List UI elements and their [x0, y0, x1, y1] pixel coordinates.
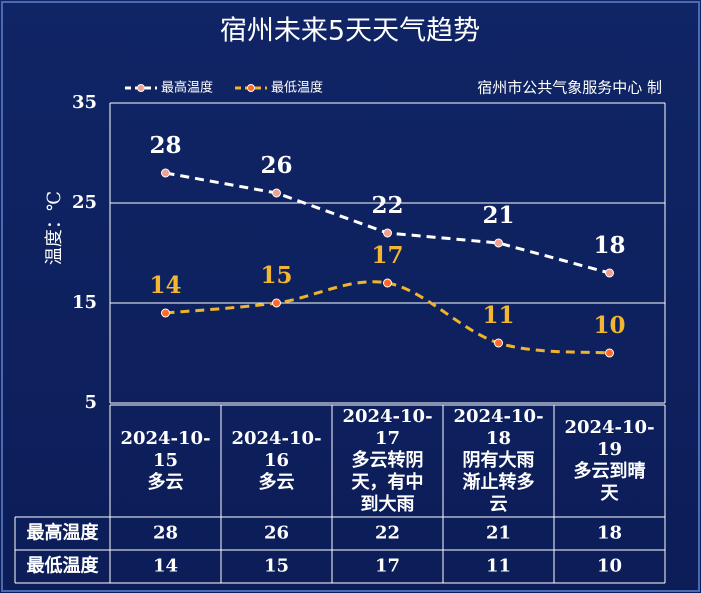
data-label: 28 — [149, 132, 181, 159]
weather: 阴有大雨渐止转多云 — [462, 450, 535, 515]
series-line — [165, 280, 610, 355]
category-cell: 2024-10-18 阴有大雨渐止转多云 — [443, 405, 554, 517]
row-label: 最高温度 — [27, 522, 100, 544]
table-value: 15 — [264, 556, 289, 577]
data-label: 22 — [371, 192, 403, 219]
row-label: 最低温度 — [27, 555, 100, 577]
category-cell: 2024-10-15 多云 — [110, 405, 221, 517]
point — [383, 278, 392, 288]
table-value: 18 — [597, 523, 622, 544]
point — [161, 168, 170, 178]
date: 2024-10-17 — [342, 406, 433, 449]
point — [161, 308, 170, 318]
date: 2024-10-19 — [564, 417, 655, 460]
source: 宿州市公共气象服务中心 制 — [477, 79, 662, 97]
table-value: 10 — [597, 556, 622, 577]
table-value: 28 — [153, 523, 178, 544]
date: 2024-10-18 — [453, 406, 544, 449]
y-axis-label: 温度：℃ — [44, 191, 65, 265]
y-tick-label: 5 — [84, 392, 97, 413]
data-label: 14 — [149, 272, 181, 299]
point — [605, 348, 614, 358]
legend-label: 最高温度 — [161, 80, 213, 96]
point — [494, 338, 503, 348]
point — [272, 188, 281, 198]
data-label: 26 — [260, 152, 292, 179]
data-label: 11 — [482, 302, 514, 329]
table-value: 21 — [486, 523, 511, 544]
legend-label: 最低温度 — [271, 80, 323, 96]
date: 2024-10-16 — [231, 428, 322, 471]
y-tick-label: 25 — [72, 192, 97, 213]
date: 2024-10-15 — [120, 428, 211, 471]
point — [272, 298, 281, 308]
table-value: 26 — [264, 523, 289, 544]
category-cell: 2024-10-16 多云 — [221, 405, 332, 517]
weather: 多云 — [147, 472, 184, 493]
y-tick-label: 35 — [72, 92, 97, 113]
data-label: 15 — [260, 262, 292, 289]
point — [383, 228, 392, 238]
legend-marker — [247, 84, 255, 92]
weather: 多云到晴天 — [573, 461, 646, 504]
chart-title: 宿州未来5天天气趋势 — [220, 16, 480, 47]
table-value: 14 — [153, 556, 178, 577]
category-cell: 2024-10-19 多云到晴天 — [554, 405, 665, 517]
data-label: 10 — [593, 312, 625, 339]
data-label: 17 — [371, 242, 403, 269]
y-tick-label: 15 — [72, 292, 97, 313]
point — [605, 268, 614, 278]
weather: 多云 — [258, 472, 295, 493]
weather: 多云转阴天，有中到大雨 — [351, 450, 424, 515]
table-value: 11 — [486, 556, 511, 577]
data-label: 18 — [593, 232, 625, 259]
table-value: 22 — [375, 523, 400, 544]
table-value: 17 — [375, 556, 400, 577]
data-label: 21 — [482, 202, 514, 229]
legend-marker — [137, 84, 145, 92]
point — [494, 238, 503, 248]
category-cell: 2024-10-17 多云转阴天，有中到大雨 — [332, 405, 443, 517]
